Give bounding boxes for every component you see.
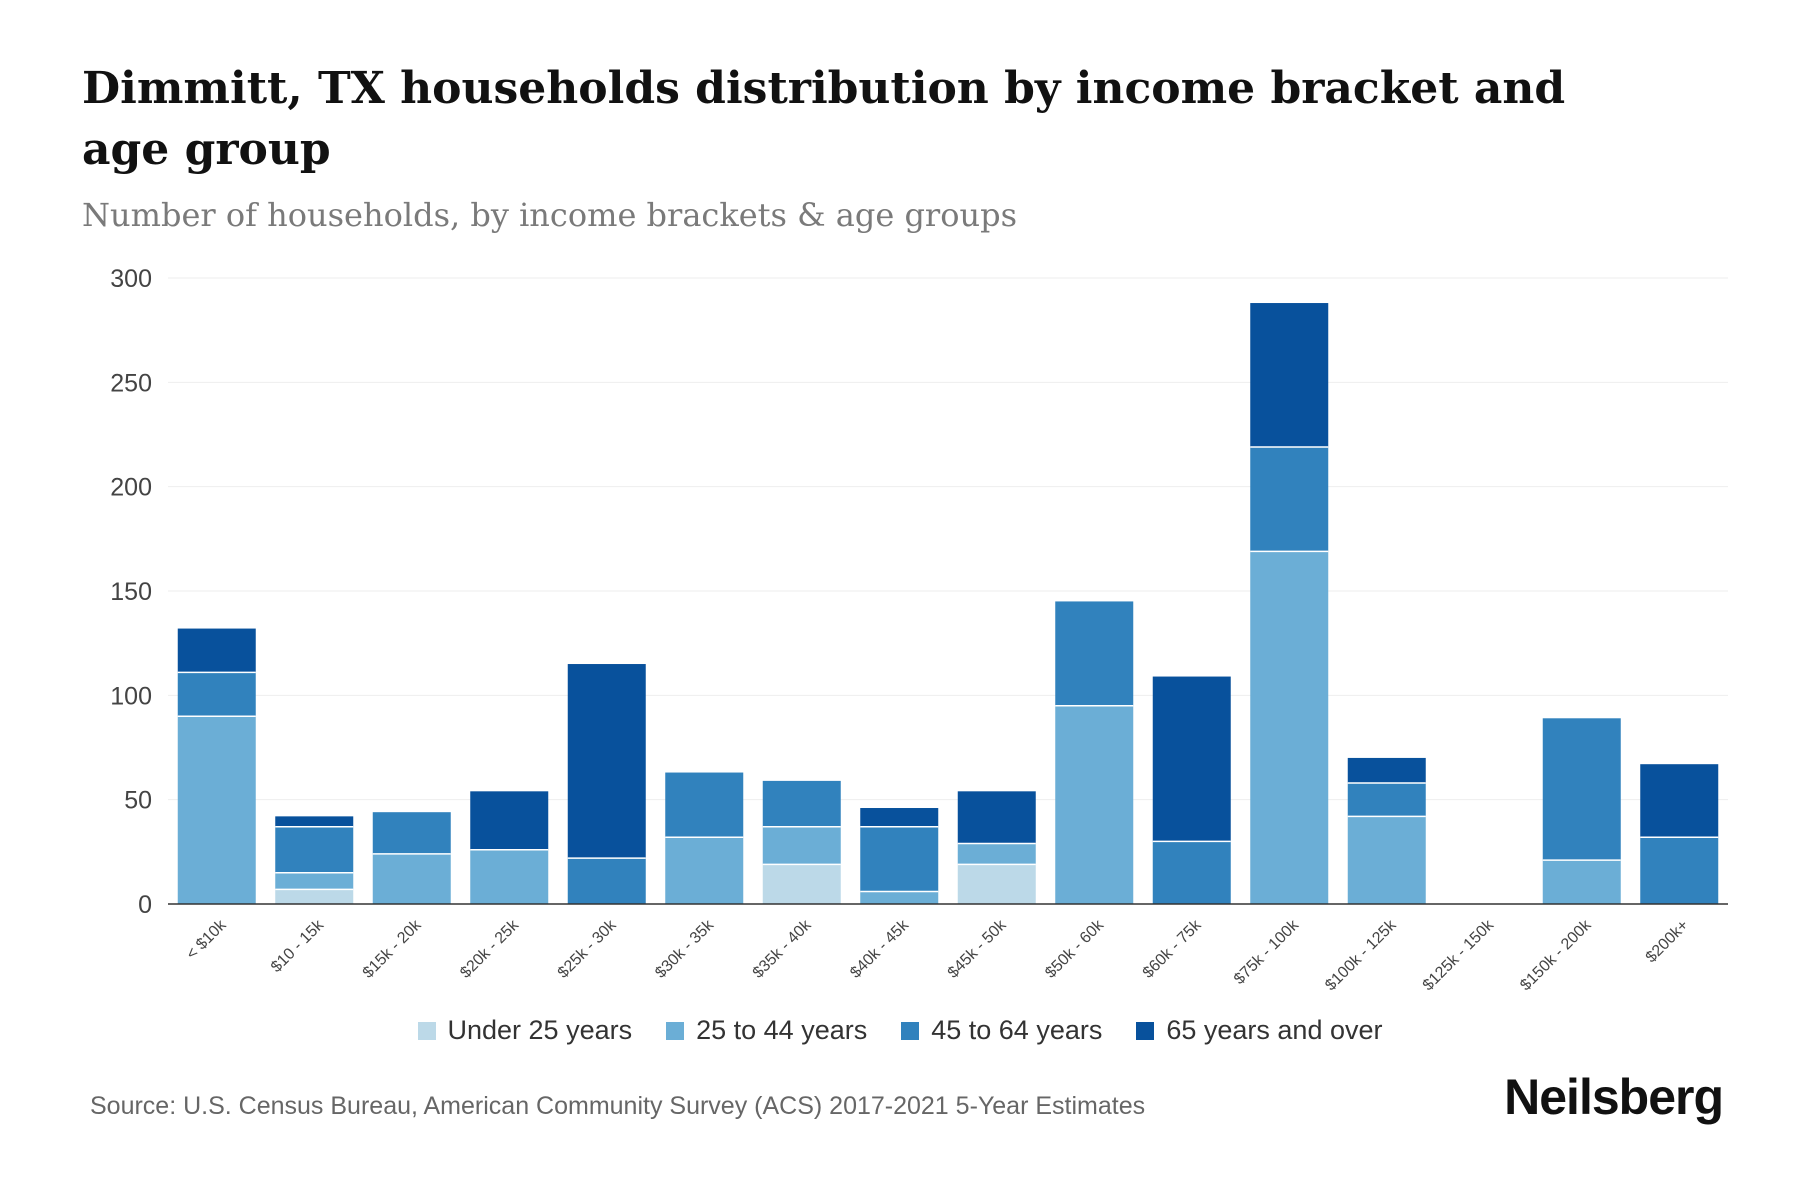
- bar-segment[interactable]: [275, 826, 354, 873]
- chart-gridlines: [168, 277, 1728, 801]
- bar-segment[interactable]: [1640, 837, 1719, 904]
- stacked-bar-chart: 0 50 100 150 200 250 300 < $10k $10 - 15k $15k -…: [110, 265, 1728, 994]
- legend-item-45-64[interactable]: 45 to 64 years: [901, 1015, 1102, 1046]
- bar-segment[interactable]: [1347, 816, 1426, 904]
- chart-legend: Under 25 years 25 to 44 years 45 to 64 y…: [0, 1015, 1800, 1046]
- bar-segment[interactable]: [1250, 551, 1329, 904]
- bar-segment[interactable]: [372, 853, 451, 904]
- y-axis-ticks: 0 50 100 150 200 250 300: [110, 265, 152, 919]
- x-tick-label: $30k - 35k: [652, 916, 718, 982]
- x-tick-label: $75k - 100k: [1231, 916, 1303, 988]
- legend-item-65-plus[interactable]: 65 years and over: [1136, 1015, 1383, 1046]
- bar-segment[interactable]: [1055, 705, 1134, 904]
- bar-segment[interactable]: [665, 772, 744, 838]
- bar-segment[interactable]: [1347, 782, 1426, 817]
- y-tick-label: 0: [138, 891, 152, 919]
- bar-segment[interactable]: [1250, 303, 1329, 448]
- bar-segment[interactable]: [860, 826, 939, 892]
- bar-segment[interactable]: [665, 837, 744, 904]
- y-tick-label: 50: [124, 787, 152, 815]
- bar-segment[interactable]: [762, 826, 841, 865]
- x-tick-label: $15k - 20k: [360, 916, 426, 982]
- bar-segment[interactable]: [1152, 841, 1231, 904]
- bar-segment[interactable]: [177, 672, 256, 717]
- legend-swatch-65-plus: [1136, 1021, 1155, 1040]
- y-tick-label: 250: [110, 369, 152, 397]
- x-tick-label: $60k - 75k: [1140, 916, 1206, 982]
- bar-segment[interactable]: [1152, 676, 1231, 842]
- x-tick-label: $20k - 25k: [457, 916, 523, 982]
- bar-segment[interactable]: [177, 628, 256, 673]
- y-tick-label: 200: [110, 474, 152, 502]
- brand-logo: Neilsberg: [1504, 1069, 1724, 1125]
- bar-segment[interactable]: [1347, 757, 1426, 783]
- x-tick-label: $150k - 200k: [1517, 916, 1595, 994]
- bar-segment[interactable]: [470, 791, 549, 850]
- bar-segment[interactable]: [567, 858, 646, 904]
- source-note: Source: U.S. Census Bureau, American Com…: [90, 1092, 1146, 1120]
- bar-segment[interactable]: [275, 872, 354, 890]
- bar-segment[interactable]: [1542, 718, 1621, 861]
- x-tick-label: < $10k: [183, 916, 230, 963]
- x-tick-label: $25k - 30k: [555, 916, 621, 982]
- bar-segment[interactable]: [1542, 860, 1621, 904]
- chart-title: Dimmitt, TX households distribution by i…: [82, 63, 1566, 175]
- legend-item-25-44[interactable]: 25 to 44 years: [666, 1015, 867, 1046]
- bar-segment[interactable]: [762, 864, 841, 904]
- legend-label-65-plus: 65 years and over: [1166, 1015, 1383, 1045]
- bar-segment[interactable]: [957, 791, 1036, 844]
- legend-label-under-25: Under 25 years: [447, 1015, 633, 1045]
- bar-segment[interactable]: [275, 889, 354, 904]
- legend-swatch-45-64: [901, 1021, 920, 1040]
- x-tick-label: $35k - 40k: [750, 916, 816, 982]
- y-tick-label: 300: [110, 265, 152, 293]
- bar-segment[interactable]: [177, 716, 256, 904]
- bar-segment[interactable]: [275, 816, 354, 827]
- bar-segment[interactable]: [957, 843, 1036, 865]
- x-tick-label: $10 - 15k: [268, 916, 328, 976]
- y-tick-label: 150: [110, 578, 152, 606]
- chart-subtitle: Number of households, by income brackets…: [82, 196, 1017, 234]
- legend-swatch-under-25: [417, 1021, 436, 1040]
- bar-segment[interactable]: [860, 808, 939, 827]
- legend-item-under-25[interactable]: Under 25 years: [417, 1015, 633, 1046]
- bar-segment[interactable]: [372, 812, 451, 854]
- bar-segment[interactable]: [762, 780, 841, 827]
- x-tick-label: $45k - 50k: [945, 916, 1011, 982]
- x-tick-label: $200k+: [1643, 917, 1692, 966]
- bar-segment[interactable]: [860, 891, 939, 904]
- x-tick-label: $125k - 150k: [1420, 916, 1498, 994]
- x-tick-label: $50k - 60k: [1042, 916, 1108, 982]
- x-tick-label: $40k - 45k: [847, 916, 913, 982]
- x-tick-label: $100k - 125k: [1322, 916, 1400, 994]
- bar-segment[interactable]: [567, 664, 646, 859]
- legend-label-25-44: 25 to 44 years: [696, 1015, 868, 1045]
- legend-label-45-64: 45 to 64 years: [931, 1015, 1103, 1045]
- bar-segment[interactable]: [1640, 764, 1719, 838]
- bar-segment[interactable]: [470, 849, 549, 904]
- x-axis-ticks: < $10k $10 - 15k $15k - 20k $20k - 25k $25k …: [183, 916, 1692, 994]
- y-tick-label: 100: [110, 682, 152, 710]
- chart-bars: [177, 303, 1719, 904]
- bar-segment[interactable]: [1055, 601, 1134, 706]
- bar-segment[interactable]: [1250, 447, 1329, 552]
- legend-swatch-25-44: [666, 1021, 685, 1040]
- bar-segment[interactable]: [957, 864, 1036, 904]
